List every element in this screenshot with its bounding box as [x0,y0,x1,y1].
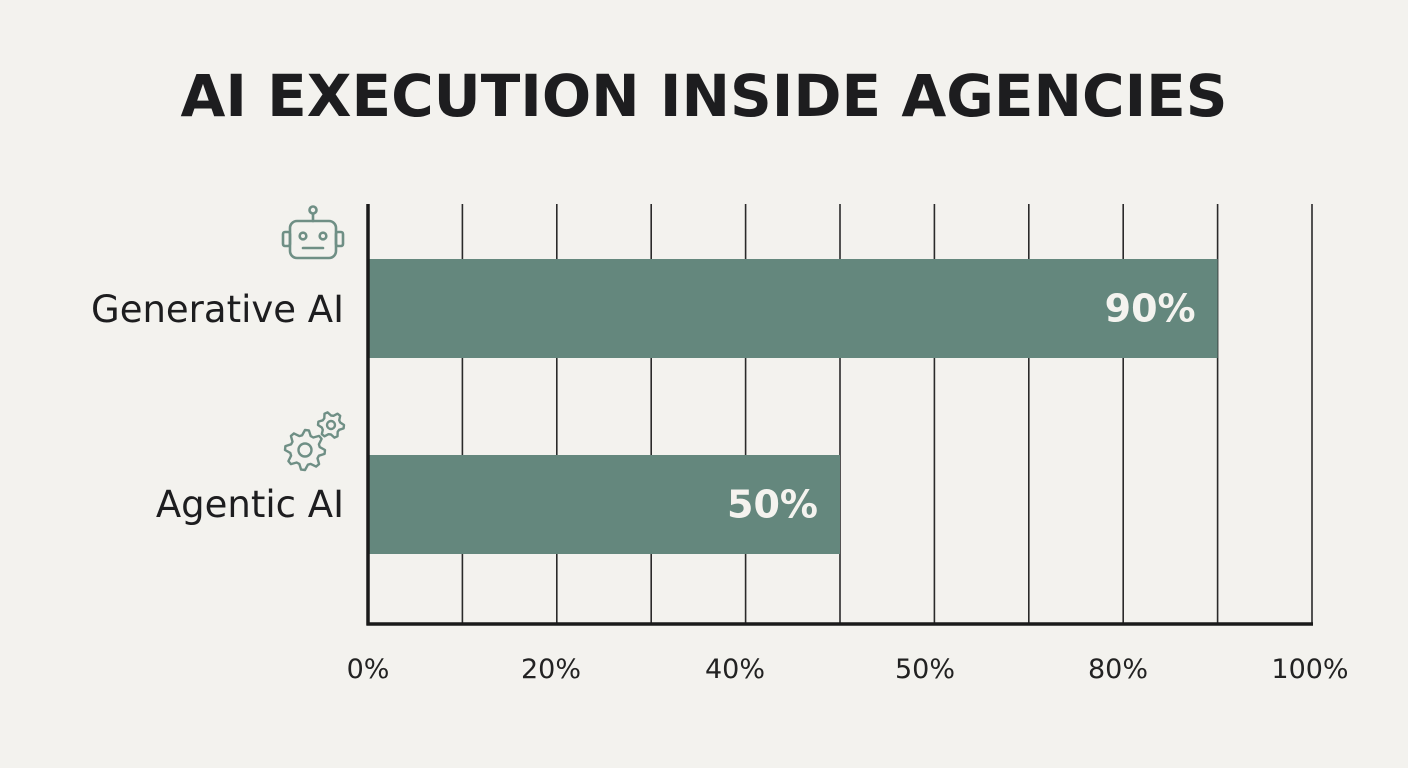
x-tick-label: 20% [521,654,581,685]
axes [366,204,1313,626]
category-label: Generative AI [91,288,344,331]
x-tick-label: 0% [347,654,390,685]
bars: 90% 50% [368,259,1218,554]
bar [368,259,1218,358]
x-tick-label: 80% [1088,654,1148,685]
gears-icon [283,411,346,472]
tick-labels: 0% 20% 40% 50% 80% 100% [347,654,1349,685]
bar-value-label: 90% [1105,287,1196,331]
category-labels: Generative AI Agentic AI [91,288,344,526]
x-tick-label: 40% [705,654,765,685]
category-label: Agentic AI [156,483,344,526]
x-tick-label: 50% [895,654,955,685]
bar [368,455,840,554]
robot-icon [281,205,345,260]
bar-value-label: 50% [727,483,818,527]
x-tick-label: 100% [1271,654,1348,685]
category-icons [281,205,346,472]
chart-title: AI EXECUTION INSIDE AGENCIES [180,62,1228,130]
